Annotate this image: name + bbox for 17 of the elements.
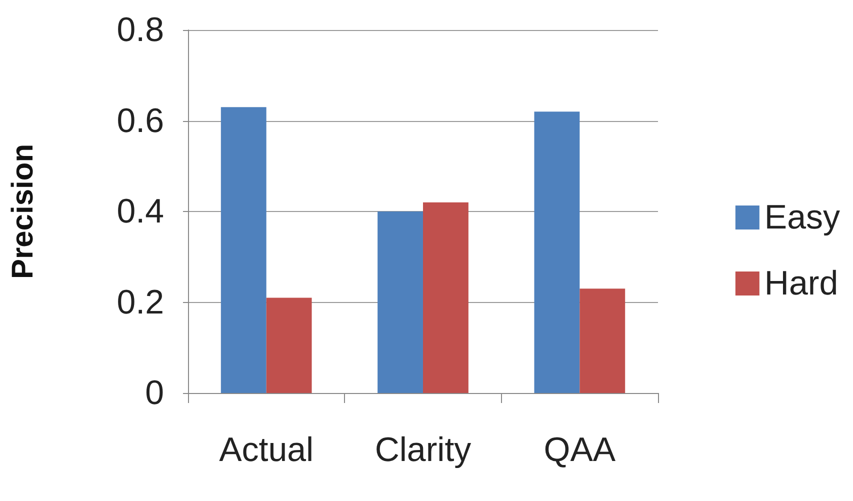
- y-tick-label: 0.2: [116, 283, 164, 322]
- legend-label: Hard: [764, 264, 838, 302]
- legend-label: Easy: [764, 198, 840, 236]
- y-tick-label: 0.6: [116, 102, 164, 140]
- bar: [423, 202, 468, 393]
- y-tick-label: 0.8: [116, 11, 164, 49]
- y-tick-label: 0: [145, 374, 164, 412]
- bar: [534, 112, 580, 393]
- y-tick-label: 0.4: [116, 192, 164, 230]
- bar: [220, 107, 266, 393]
- y-axis-title: Precision: [6, 144, 40, 280]
- x-tick-label: Actual: [219, 431, 314, 469]
- x-tick-label: Clarity: [374, 431, 472, 469]
- bar: [580, 288, 626, 393]
- bar: [378, 212, 423, 393]
- x-tick-label: QAA: [544, 431, 616, 469]
- bar: [266, 298, 312, 393]
